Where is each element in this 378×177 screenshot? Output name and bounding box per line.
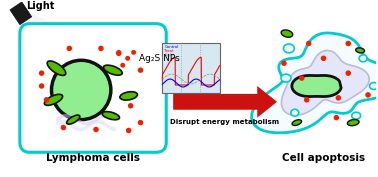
Ellipse shape [292, 120, 302, 125]
Polygon shape [292, 75, 341, 96]
Circle shape [299, 75, 305, 81]
FancyBboxPatch shape [162, 44, 220, 93]
Ellipse shape [281, 30, 293, 37]
Polygon shape [19, 11, 96, 68]
Circle shape [334, 115, 339, 120]
Ellipse shape [47, 61, 66, 75]
Circle shape [116, 51, 122, 56]
Ellipse shape [102, 112, 119, 120]
Ellipse shape [44, 94, 63, 105]
Circle shape [365, 92, 371, 98]
Circle shape [116, 50, 121, 55]
Circle shape [44, 97, 50, 103]
Circle shape [306, 41, 311, 46]
Circle shape [51, 60, 111, 120]
Text: Treat: Treat [164, 49, 174, 53]
Text: Ag₂S NPs: Ag₂S NPs [139, 54, 179, 63]
Text: Lymphoma cells: Lymphoma cells [46, 153, 140, 163]
Circle shape [304, 97, 310, 103]
Circle shape [131, 50, 136, 55]
Circle shape [120, 63, 125, 68]
Circle shape [345, 41, 351, 46]
Circle shape [125, 56, 130, 61]
Ellipse shape [370, 82, 378, 89]
Ellipse shape [352, 112, 361, 119]
Circle shape [138, 67, 143, 73]
Ellipse shape [104, 65, 122, 75]
Circle shape [67, 46, 72, 51]
Ellipse shape [291, 109, 299, 116]
FancyBboxPatch shape [20, 24, 166, 152]
Polygon shape [173, 86, 277, 118]
Circle shape [321, 56, 326, 61]
Circle shape [39, 70, 44, 76]
Ellipse shape [120, 92, 138, 100]
Polygon shape [252, 33, 378, 133]
Circle shape [138, 120, 143, 125]
Ellipse shape [67, 115, 80, 124]
Circle shape [126, 128, 132, 133]
Ellipse shape [347, 119, 359, 126]
Text: Disrupt energy metabolism: Disrupt energy metabolism [170, 119, 279, 125]
Ellipse shape [284, 44, 294, 53]
Circle shape [345, 70, 351, 76]
Ellipse shape [359, 55, 367, 62]
Text: Light: Light [26, 1, 54, 11]
Ellipse shape [356, 48, 364, 53]
Circle shape [336, 95, 341, 101]
Circle shape [281, 61, 287, 66]
Circle shape [60, 125, 66, 130]
Circle shape [98, 46, 104, 51]
Text: Light: Light [164, 53, 174, 57]
Ellipse shape [281, 74, 291, 82]
Polygon shape [10, 2, 32, 25]
Circle shape [93, 127, 99, 132]
Text: Control: Control [164, 45, 179, 49]
Circle shape [128, 103, 133, 109]
Polygon shape [282, 50, 369, 115]
Text: Cell apoptosis: Cell apoptosis [282, 153, 365, 163]
Circle shape [39, 83, 44, 89]
